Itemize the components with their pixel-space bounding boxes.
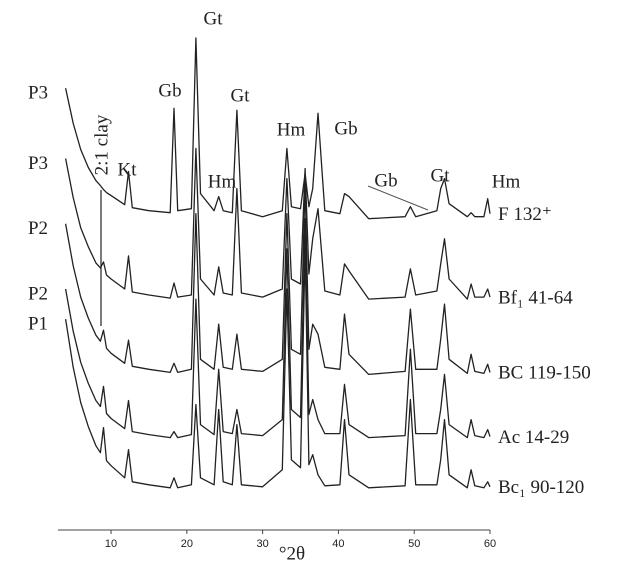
x-tick-label: 30 bbox=[257, 538, 269, 550]
series-label: Bf₁ 41-64 bbox=[498, 287, 573, 308]
series-label: Bc₁ 90-120 bbox=[498, 477, 584, 498]
phase-label: Hm bbox=[492, 171, 521, 192]
gb-leader-line bbox=[367, 185, 429, 211]
series-label: Ac 14-29 bbox=[498, 427, 569, 448]
phase-label: Hm bbox=[208, 171, 237, 192]
series-label: BC 119-150 bbox=[498, 363, 591, 384]
x-tick-label: 10 bbox=[105, 538, 117, 550]
phase-label: Gt bbox=[431, 165, 451, 186]
profile-label: P2 bbox=[28, 218, 48, 239]
profile-label: P2 bbox=[28, 283, 48, 304]
xrd-trace bbox=[64, 218, 491, 439]
x-tick-label: 60 bbox=[484, 538, 496, 550]
x-tick-label: 20 bbox=[181, 538, 193, 550]
phase-label: Gt bbox=[231, 85, 251, 106]
x-tick-label: 50 bbox=[408, 538, 420, 550]
profile-label: P3 bbox=[28, 83, 48, 104]
phase-label: 2:1 clay bbox=[91, 114, 112, 175]
series-label: F 132⁺ bbox=[498, 204, 552, 225]
phase-label: Gb bbox=[374, 170, 397, 191]
phase-label: Hm bbox=[277, 119, 306, 140]
profile-label: P3 bbox=[28, 153, 48, 174]
profile-label: P1 bbox=[28, 314, 48, 335]
xrd-trace bbox=[64, 37, 491, 220]
xrd-trace bbox=[64, 147, 491, 300]
phase-label: Kt bbox=[118, 159, 138, 180]
xrd-trace bbox=[64, 182, 491, 376]
phase-label: Gb bbox=[334, 118, 357, 139]
x-tick-label: 40 bbox=[332, 538, 344, 550]
phase-label: Gb bbox=[158, 80, 181, 101]
x-axis-label: °2θ bbox=[279, 543, 305, 564]
xrd-trace bbox=[64, 248, 491, 489]
phase-label: Gt bbox=[204, 8, 224, 29]
